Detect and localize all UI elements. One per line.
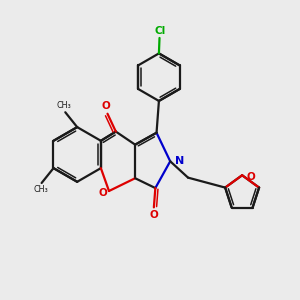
Text: CH₃: CH₃ [33, 185, 48, 194]
Text: N: N [175, 156, 184, 166]
Text: O: O [149, 210, 158, 220]
Text: O: O [102, 101, 110, 111]
Text: O: O [98, 188, 107, 198]
Text: Cl: Cl [154, 26, 166, 36]
Text: CH₃: CH₃ [57, 101, 71, 110]
Text: O: O [246, 172, 255, 182]
